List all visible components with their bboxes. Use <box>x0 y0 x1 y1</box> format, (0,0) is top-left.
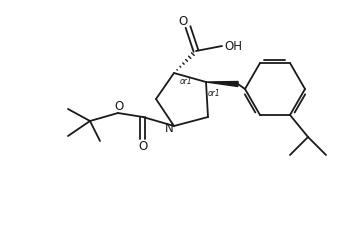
Text: OH: OH <box>224 40 242 53</box>
Polygon shape <box>206 82 238 87</box>
Text: or1: or1 <box>208 88 221 97</box>
Text: N: N <box>165 121 174 134</box>
Text: O: O <box>178 14 188 27</box>
Text: O: O <box>114 100 123 113</box>
Text: or1: or1 <box>180 77 193 86</box>
Text: O: O <box>138 140 148 153</box>
